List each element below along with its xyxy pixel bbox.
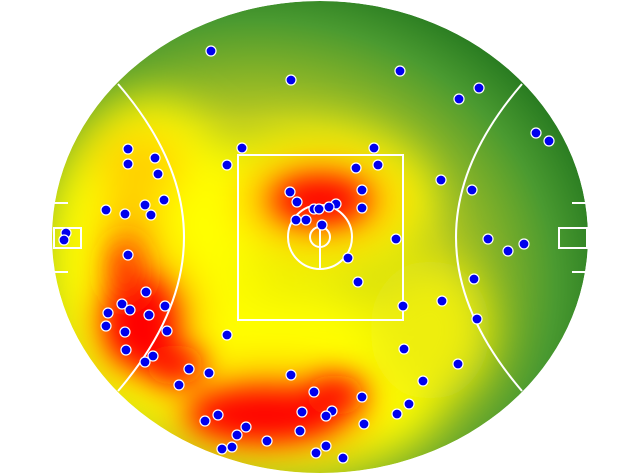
point [100,204,112,216]
point [403,398,415,410]
point [316,219,328,231]
point [100,320,112,332]
point [296,406,308,418]
point [350,162,362,174]
point [102,307,114,319]
point [122,249,134,261]
point [205,45,217,57]
point [468,273,480,285]
heatmap [52,1,588,473]
point [119,208,131,220]
point [58,234,70,246]
point [140,286,152,298]
point [221,329,233,341]
point [221,159,233,171]
point [368,142,380,154]
point [116,298,128,310]
point [337,452,349,464]
point [240,421,252,433]
point [466,184,478,196]
point [139,199,151,211]
point [358,418,370,430]
point [435,174,447,186]
point [119,326,131,338]
point [124,304,136,316]
point [397,300,409,312]
point [530,127,542,139]
point [313,203,325,215]
point [120,344,132,356]
point [149,152,161,164]
point [310,447,322,459]
point [502,245,514,257]
point [390,233,402,245]
point [342,252,354,264]
point [173,379,185,391]
point [216,443,228,455]
point [320,410,332,422]
point [482,233,494,245]
point [518,238,530,250]
point [352,276,364,288]
point [159,300,171,312]
point [452,358,464,370]
point [284,186,296,198]
point [471,313,483,325]
point [147,350,159,362]
point [356,391,368,403]
point [294,425,306,437]
point [372,159,384,171]
point [139,356,151,368]
point [308,386,320,398]
point [122,143,134,155]
point [394,65,406,77]
point [323,201,335,213]
point [453,93,465,105]
point [183,363,195,375]
point [417,375,429,387]
point [436,295,448,307]
point [291,196,303,208]
point [143,309,155,321]
point [261,435,273,447]
point [231,429,243,441]
point [161,325,173,337]
point [285,74,297,86]
point [152,168,164,180]
point [158,194,170,206]
point [356,202,368,214]
point [212,409,224,421]
point [226,441,238,453]
point [398,343,410,355]
point [391,408,403,420]
point [236,142,248,154]
point [199,415,211,427]
point [203,367,215,379]
point [356,184,368,196]
point [300,214,312,226]
point [145,209,157,221]
point [473,82,485,94]
point [122,158,134,170]
point [285,369,297,381]
point [290,214,302,226]
point [320,440,332,452]
point [543,135,555,147]
